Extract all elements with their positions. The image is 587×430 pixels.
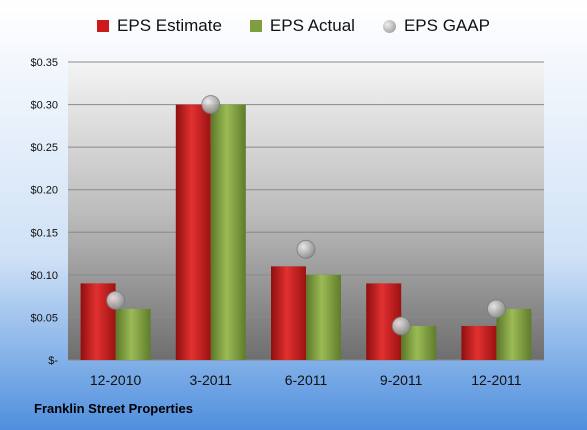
actual-bar (306, 274, 341, 360)
company-name: Franklin Street Properties (34, 401, 193, 416)
legend-label-actual: EPS Actual (269, 16, 355, 35)
bars (80, 104, 532, 360)
y-tick-label: $- (48, 355, 58, 367)
legend-swatch-gaap (382, 19, 396, 33)
y-tick-label: $0.15 (30, 227, 58, 239)
legend-item-estimate: EPS Estimate (97, 16, 222, 36)
gaap-marker (296, 239, 316, 259)
y-tick-label: $0.20 (30, 185, 58, 197)
actual-bar (210, 104, 246, 360)
gaap-marker (106, 290, 125, 310)
y-axis-ticks: $- $0.05 $0.10 $0.15 $0.20 $0.25 $0.30 $0.35 (30, 57, 58, 367)
y-tick-label: $0.25 (30, 142, 58, 154)
x-tick-label: 9-2011 (380, 372, 423, 388)
y-tick-label: $0.05 (30, 312, 58, 324)
y-tick-label: $0.35 (30, 57, 58, 69)
legend-swatch-actual (249, 20, 262, 32)
gaap-marker (391, 316, 411, 336)
gaap-marker (486, 299, 506, 319)
x-tick-label: 12-2010 (90, 372, 142, 388)
gaap-markers (106, 95, 506, 336)
estimate-bar (175, 104, 211, 360)
estimate-bar (461, 325, 497, 360)
estimate-bar (271, 266, 306, 360)
gaap-marker (201, 95, 221, 114)
x-axis-ticks: 12-2010 3-2011 6-2011 9-2011 12-2011 (90, 372, 522, 388)
y-tick-label: $0.30 (30, 100, 58, 112)
x-tick-label: 3-2011 (190, 372, 233, 388)
actual-bar (496, 308, 532, 360)
legend-item-actual: EPS Actual (249, 16, 355, 36)
x-tick-label: 12-2011 (471, 372, 522, 388)
actual-bar (115, 308, 151, 360)
legend-swatch-estimate (97, 20, 110, 32)
legend: EPS Estimate EPS Actual EPS GAAP (0, 16, 587, 36)
legend-label-estimate: EPS Estimate (117, 16, 222, 35)
legend-label-gaap: EPS GAAP (403, 16, 490, 35)
legend-item-gaap: EPS GAAP (382, 16, 490, 36)
y-tick-label: $0.10 (30, 270, 58, 282)
x-tick-label: 6-2011 (285, 372, 328, 388)
